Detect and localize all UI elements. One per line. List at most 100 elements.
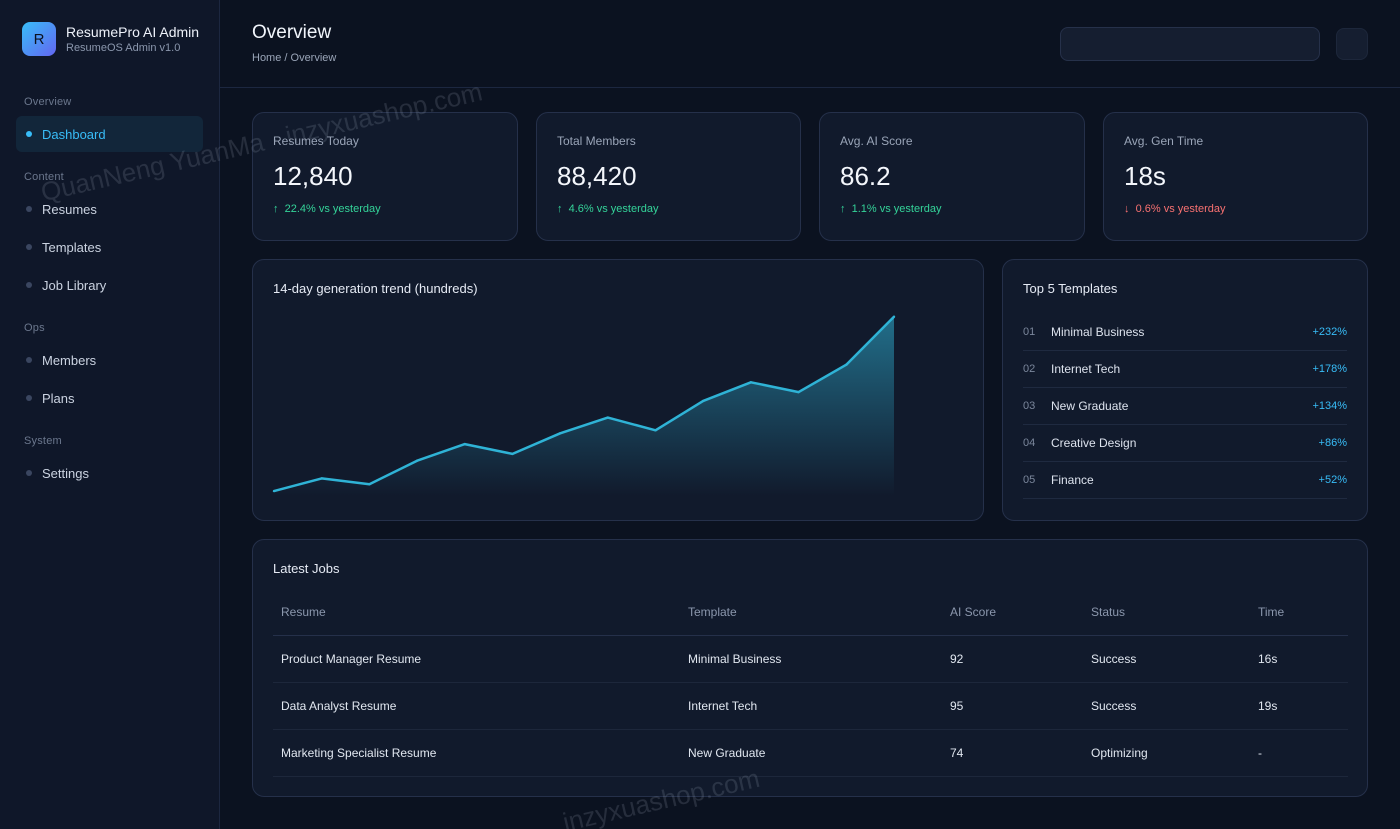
trend-point-5[interactable] (463, 442, 466, 446)
template-rank-item[interactable]: 05 Finance +52% (1023, 462, 1347, 499)
sidebar-item-job-library[interactable]: Job Library (16, 267, 203, 303)
trend-point-8[interactable] (606, 416, 609, 419)
column-header-template[interactable]: Template (680, 590, 942, 636)
dot-icon (26, 282, 32, 288)
sidebar-item-plans[interactable]: Plans (16, 380, 203, 416)
trend-point-3[interactable] (368, 483, 371, 486)
table-row[interactable]: Marketing Specialist Resume New Graduate… (273, 729, 1348, 777)
template-growth: +134% (1312, 400, 1347, 412)
cell-ai-score: 95 (942, 682, 1083, 730)
trend-point-11[interactable] (749, 381, 753, 384)
nav-section-content: Content (24, 171, 64, 183)
trend-chart (272, 315, 896, 496)
trend-point-6[interactable] (511, 452, 514, 456)
sidebar-item-label: Members (42, 352, 97, 368)
jobs-table: Resume Template AI Score Status Time Pro… (273, 590, 1348, 777)
sidebar-item-label: Dashboard (42, 126, 106, 142)
sidebar-item-settings[interactable]: Settings (16, 455, 203, 491)
latest-jobs-card: Latest Jobs Resume Template AI Score Sta… (252, 539, 1368, 797)
trend-chart-card: 14-day generation trend (hundreds) (252, 259, 984, 521)
sidebar-item-templates[interactable]: Templates (16, 229, 203, 265)
template-name: Creative Design (1051, 436, 1137, 450)
sidebar-item-members[interactable]: Members (16, 342, 203, 378)
sidebar-item-label: Templates (42, 239, 102, 255)
page-title: Overview (252, 22, 332, 43)
kpi-delta: ↑ 4.6% vs yesterday (557, 203, 659, 215)
sidebar-item-label: Settings (42, 465, 89, 481)
trend-point-4[interactable] (415, 459, 419, 462)
sidebar-item-label: Plans (42, 390, 75, 406)
breadcrumb[interactable]: Home / Overview (252, 52, 337, 64)
trend-point-7[interactable] (559, 432, 562, 435)
kpi-delta-text: 1.1% vs yesterday (851, 203, 942, 215)
nav-section-overview: Overview (24, 96, 72, 108)
template-name: Finance (1051, 473, 1094, 487)
sidebar-item-resumes[interactable]: Resumes (16, 191, 203, 227)
brand[interactable]: R ResumePro AI Admin ResumeOS Admin v1.0 (22, 22, 199, 56)
arrow-up-icon: ↑ (557, 203, 563, 215)
dot-icon (26, 395, 32, 401)
dot-icon (26, 470, 32, 476)
brand-name: ResumePro AI Admin (66, 23, 200, 40)
header: Overview Home / Overview (220, 0, 1400, 88)
template-rank: 02 (1023, 363, 1036, 375)
kpi-value: 18s (1124, 161, 1166, 191)
template-growth: +52% (1318, 474, 1347, 486)
kpi-value: 88,420 (557, 161, 637, 191)
status-badge: Success (1083, 635, 1250, 683)
template-growth: +232% (1312, 326, 1347, 338)
arrow-down-icon: ↓ (1124, 203, 1130, 215)
cell-resume: Product Manager Resume (273, 635, 680, 683)
nav-section-system: System (24, 435, 62, 447)
kpi-label: Avg. AI Score (840, 134, 913, 148)
trend-point-1[interactable] (272, 489, 276, 493)
table-row[interactable]: Data Analyst Resume Internet Tech 95 Suc… (273, 682, 1348, 730)
trend-point-12[interactable] (797, 390, 800, 394)
trend-point-14[interactable] (892, 315, 896, 318)
cell-template: New Graduate (680, 729, 942, 777)
template-rank: 05 (1023, 474, 1036, 486)
template-rank: 04 (1023, 437, 1036, 449)
cell-ai-score: 92 (942, 635, 1083, 683)
cell-time: 19s (1250, 682, 1348, 730)
kpi-delta-text: 0.6% vs yesterday (1135, 203, 1226, 215)
kpi-value: 12,840 (273, 161, 353, 191)
chart-title: 14-day generation trend (hundreds) (273, 281, 478, 296)
kpi-label: Total Members (557, 134, 636, 148)
column-header-time[interactable]: Time (1250, 590, 1348, 636)
kpi-delta: ↓ 0.6% vs yesterday (1124, 203, 1226, 215)
template-rank-item[interactable]: 03 New Graduate +134% (1023, 388, 1347, 425)
cell-resume: Data Analyst Resume (273, 682, 680, 730)
dot-icon (26, 131, 32, 137)
brand-logo: R (22, 22, 56, 56)
trend-point-9[interactable] (654, 429, 657, 432)
cell-resume: Marketing Specialist Resume (273, 729, 680, 777)
arrow-up-icon: ↑ (840, 203, 846, 215)
header-icon-button[interactable] (1336, 28, 1368, 60)
kpi-delta: ↑ 22.4% vs yesterday (273, 203, 381, 215)
trend-area (274, 316, 894, 496)
cell-template: Internet Tech (680, 682, 942, 730)
dot-icon (26, 357, 32, 363)
top-templates-title: Top 5 Templates (1023, 281, 1118, 296)
table-row[interactable]: Product Manager Resume Minimal Business … (273, 635, 1348, 683)
kpi-label: Avg. Gen Time (1124, 134, 1204, 148)
template-name: New Graduate (1051, 399, 1129, 413)
status-badge: Optimizing (1083, 729, 1250, 777)
trend-point-13[interactable] (845, 363, 848, 366)
sidebar: R ResumePro AI Admin ResumeOS Admin v1.0… (0, 0, 220, 829)
column-header-status[interactable]: Status (1083, 590, 1250, 636)
column-header-resume[interactable]: Resume (273, 590, 680, 636)
trend-point-2[interactable] (320, 477, 323, 480)
kpi-label: Resumes Today (273, 134, 359, 148)
template-rank-item[interactable]: 02 Internet Tech +178% (1023, 351, 1347, 388)
column-header-ai-score[interactable]: AI Score (942, 590, 1083, 636)
kpi-card-resumes-today: Resumes Today 12,840 ↑ 22.4% vs yesterda… (252, 112, 518, 241)
trend-point-10[interactable] (702, 399, 705, 403)
search-input[interactable] (1060, 27, 1320, 61)
template-rank-item[interactable]: 01 Minimal Business +232% (1023, 314, 1347, 351)
template-rank: 01 (1023, 326, 1036, 338)
template-rank-item[interactable]: 04 Creative Design +86% (1023, 425, 1347, 462)
sidebar-item-dashboard[interactable]: Dashboard (16, 116, 203, 152)
brand-subtitle: ResumeOS Admin v1.0 (66, 41, 181, 54)
